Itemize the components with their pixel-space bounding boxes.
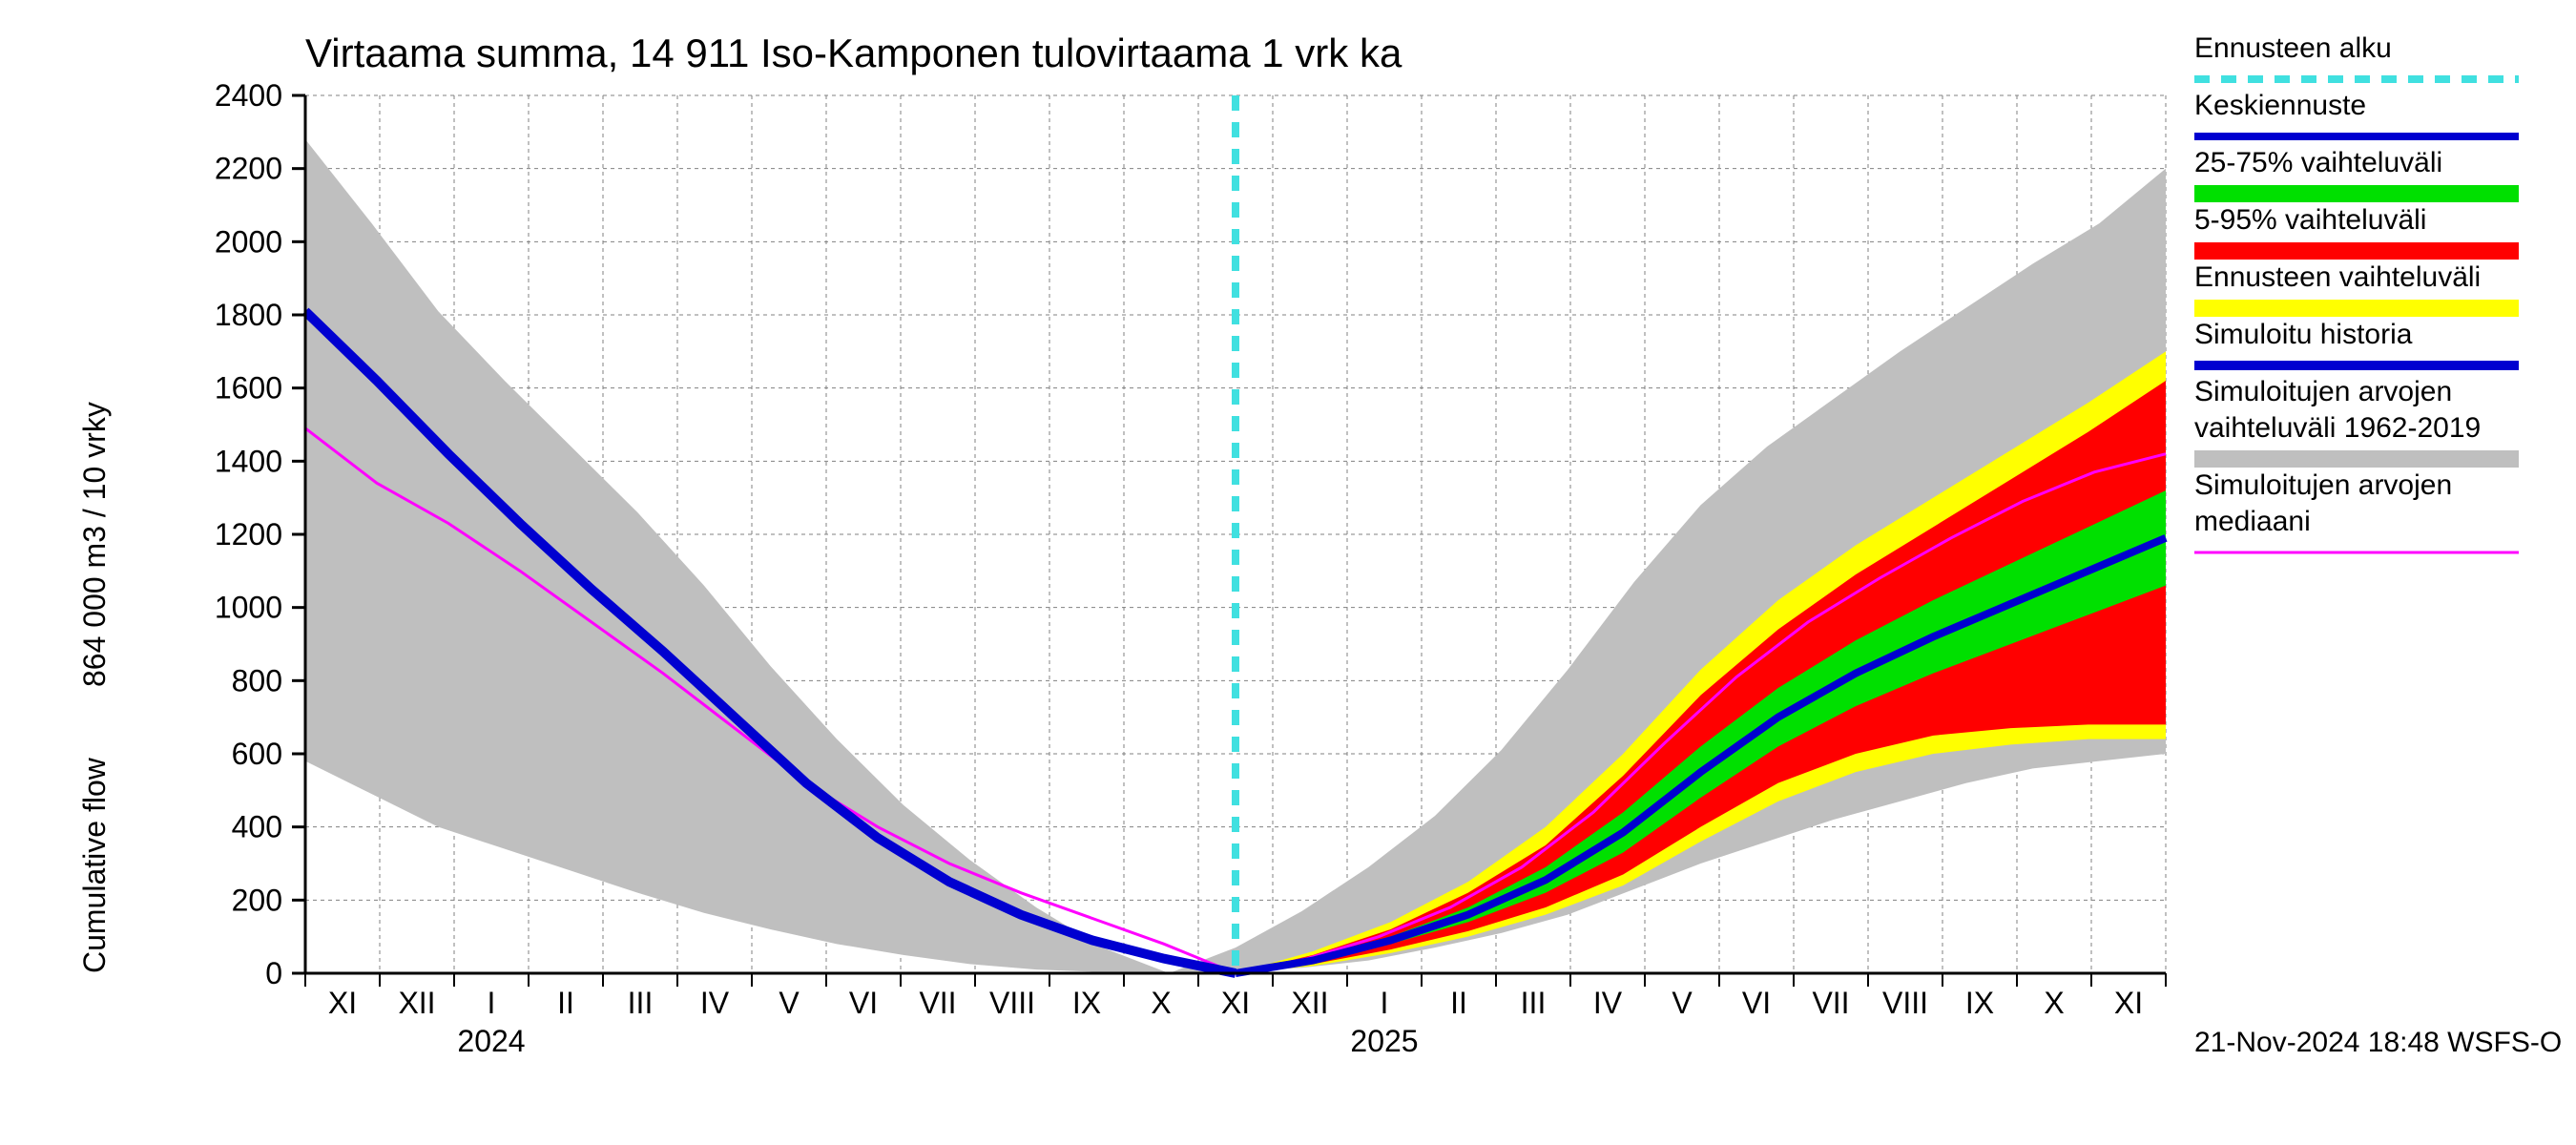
xtick-label: IV [700, 986, 730, 1020]
xtick-label: XII [1291, 986, 1328, 1020]
xtick-label: XII [398, 986, 435, 1020]
ytick-label: 2000 [215, 224, 282, 259]
xtick-label: II [557, 986, 574, 1020]
legend-label: 25-75% vaihteluväli [2194, 147, 2442, 178]
legend-label: Keskiennuste [2194, 90, 2366, 121]
xtick-label: IV [1593, 986, 1623, 1020]
ytick-label: 1400 [215, 444, 282, 478]
ytick-label: 1200 [215, 517, 282, 552]
xtick-label: VII [1812, 986, 1849, 1020]
xtick-label: VIII [989, 986, 1035, 1020]
xtick-label: III [628, 986, 654, 1020]
legend-label: mediaani [2194, 506, 2311, 537]
legend-label: Simuloitu historia [2194, 319, 2413, 350]
legend-label: Simuloitujen arvojen [2194, 469, 2452, 501]
xtick-label: X [1151, 986, 1171, 1020]
legend-swatch [2194, 242, 2519, 260]
xtick-label: VI [1742, 986, 1771, 1020]
chart-svg: 0 200 400 600 800 1000 1200 1400 1600 1800 2000 220… [0, 0, 2576, 1145]
xtick-label: IX [1965, 986, 1994, 1020]
xtick-label: I [1381, 986, 1389, 1020]
legend-swatch [2194, 185, 2519, 202]
xtick-label: XI [328, 986, 357, 1020]
legend-label: 5-95% vaihteluväli [2194, 204, 2426, 236]
xtick-label: XI [1221, 986, 1250, 1020]
ytick-label: 200 [232, 883, 282, 917]
xtick-label: VII [919, 986, 956, 1020]
xtick-label: VIII [1882, 986, 1928, 1020]
year-label: 2025 [1350, 1024, 1418, 1058]
xtick-label: V [779, 986, 800, 1020]
legend-swatch [2194, 300, 2519, 317]
legend-label: Ennusteen alku [2194, 32, 2392, 64]
ytick-label: 600 [232, 737, 282, 771]
ytick-label: 1000 [215, 591, 282, 625]
ytick-label: 1600 [215, 371, 282, 406]
legend-label: vaihteluväli 1962-2019 [2194, 412, 2481, 444]
xtick-label: III [1521, 986, 1547, 1020]
ytick-label: 1800 [215, 298, 282, 332]
y-axis-label: Cumulative flow 864 000 m3 / 10 vrky [77, 402, 112, 973]
ytick-label: 800 [232, 663, 282, 697]
ytick-label: 0 [265, 956, 282, 990]
ytick-label: 2400 [215, 78, 282, 113]
xtick-label: X [2044, 986, 2064, 1020]
footer-text: 21-Nov-2024 18:48 WSFS-O [2194, 1027, 2562, 1058]
legend-label: Simuloitujen arvojen [2194, 376, 2452, 407]
ytick-label: 400 [232, 810, 282, 844]
chart-container: 0 200 400 600 800 1000 1200 1400 1600 1800 2000 220… [0, 0, 2576, 1145]
svg-text:Cumulative flow: Cumulative flow [77, 757, 112, 973]
ytick-label: 2200 [215, 152, 282, 186]
svg-text:864 000 m3 / 10 vrky: 864 000 m3 / 10 vrky [77, 402, 112, 687]
year-label: 2024 [457, 1024, 525, 1058]
xtick-label: II [1450, 986, 1467, 1020]
xtick-label: IX [1072, 986, 1101, 1020]
chart-title: Virtaama summa, 14 911 Iso-Kamponen tulo… [305, 31, 1402, 75]
xtick-label: I [488, 986, 496, 1020]
xtick-label: V [1672, 986, 1693, 1020]
legend-label: Ennusteen vaihteluväli [2194, 261, 2481, 293]
legend-swatch [2194, 450, 2519, 468]
xtick-label: VI [849, 986, 878, 1020]
xtick-label: XI [2114, 986, 2143, 1020]
